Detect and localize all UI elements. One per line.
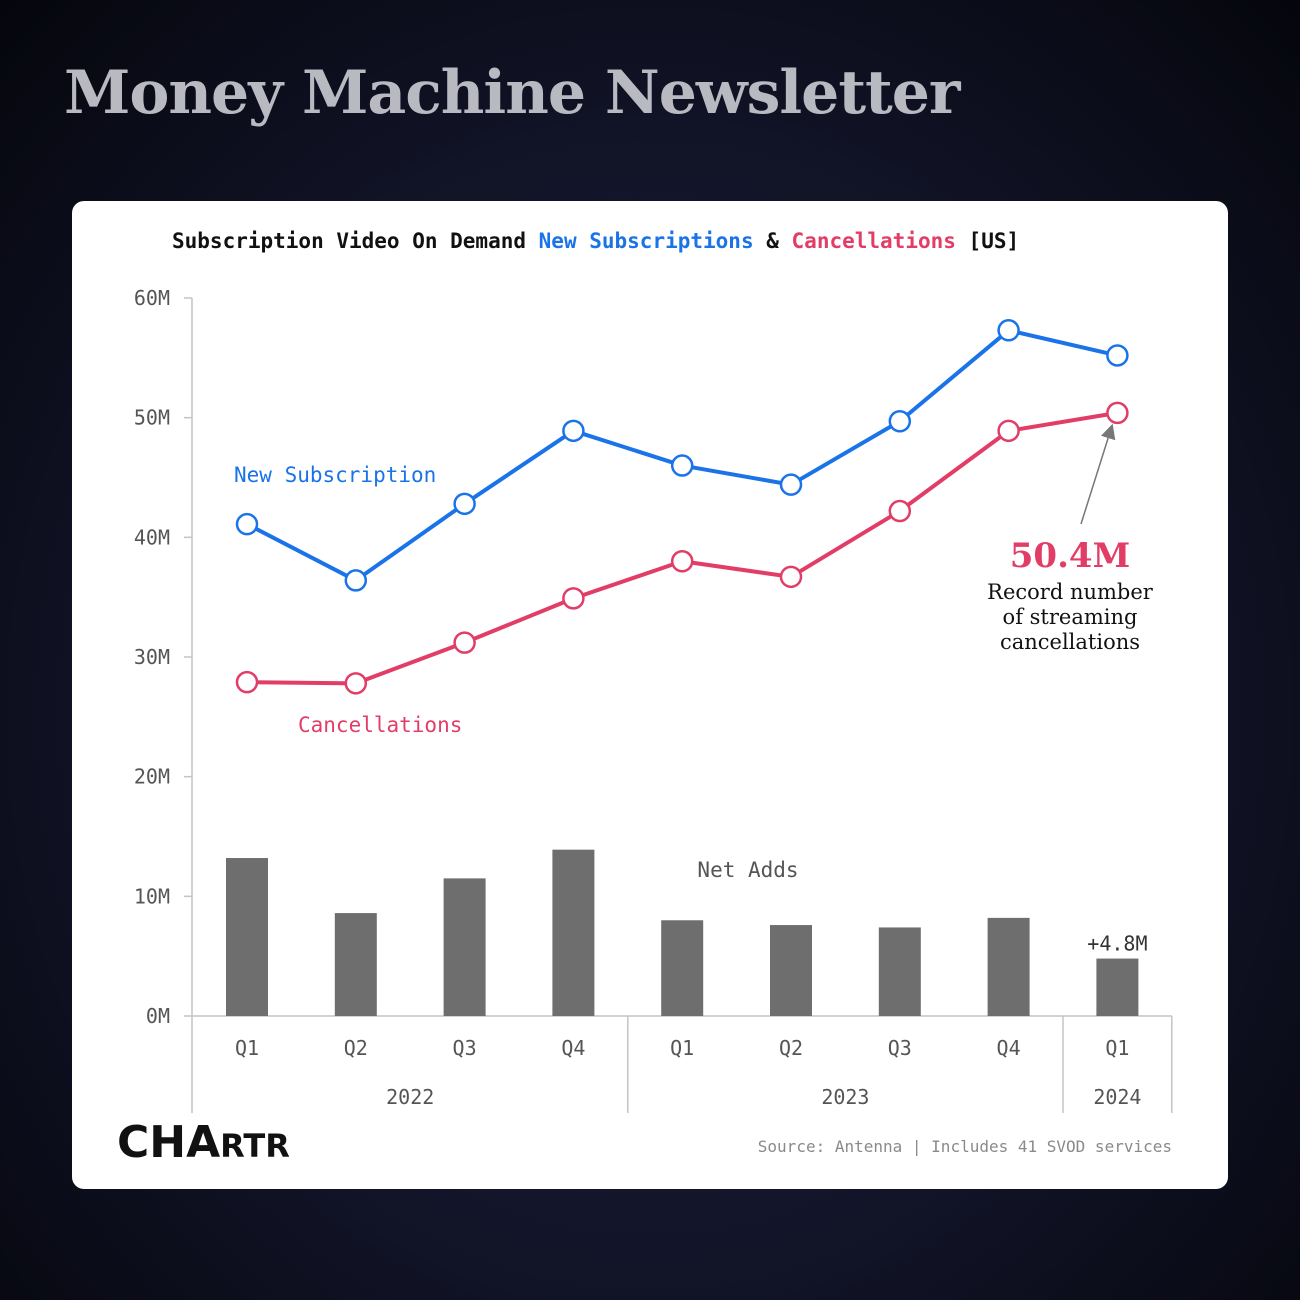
new-subscriptions-point [344,569,368,592]
net-adds-last-label: +4.8M [1087,932,1147,956]
net-adds-bars [226,849,1139,1016]
callout-text-line: cancellations [1000,630,1140,654]
x-tick-label: Q4 [561,1036,585,1060]
cancellations-point [235,670,259,694]
x-tick-label: Q3 [888,1036,912,1060]
x-tick-label: Q1 [670,1036,694,1060]
x-tick-label: Q2 [344,1036,368,1060]
chart-title: Subscription Video On Demand New Subscri… [172,229,1019,253]
x-tick-label: Q1 [235,1036,259,1060]
net-adds-bar [987,917,1030,1016]
callout-text-line: of streaming [1003,605,1138,629]
cancellations-point [779,565,803,589]
y-tick-label: 0M [146,1004,170,1028]
y-tick-label: 10M [134,884,170,908]
year-label: 2024 [1093,1085,1141,1109]
new-subscriptions-point [235,512,259,536]
net-adds-bar [878,927,921,1016]
net-adds-bar [770,925,812,1016]
y-tick-label: 60M [134,286,170,310]
net-adds-label: Net Adds [697,858,798,882]
chart-title-part-1: New Subscriptions [539,229,754,253]
y-tick-label: 40M [134,525,170,549]
cancellations-point [1106,401,1129,425]
new-subscriptions-point [779,473,803,496]
line-series [235,319,1129,695]
new-subscriptions-point [1106,344,1129,367]
new-subscriptions-point [670,454,694,477]
cancellations-point [453,631,476,654]
cancellations-line [246,410,1118,686]
cancellations-point [344,672,368,695]
svod-chart: Subscription Video On Demand New Subscri… [117,229,1173,1168]
cancellations-point [888,499,912,523]
callout-arrow [1080,423,1116,525]
net-adds-bar [443,878,486,1016]
chart-title-part-0: Subscription Video On Demand [172,229,539,253]
chartr-logo: CHARTR [117,1117,290,1168]
net-adds-bar [1096,958,1139,1016]
cancellations-point [670,550,694,573]
x-tick-label: Q2 [779,1036,803,1060]
chart-labels: Net Adds +4.8M New Subscription Cancellatio… [234,423,1154,956]
net-adds-bar [334,913,377,1016]
y-tick-label: 30M [134,645,170,669]
x-tick-label: Q1 [1105,1036,1129,1060]
net-adds-bar [661,920,704,1016]
net-adds-bar [226,858,268,1016]
new-subscriptions-point [453,492,476,516]
x-tick-label: Q4 [997,1036,1021,1060]
x-tick-label: Q3 [453,1036,477,1060]
cancellations-point [562,587,585,610]
new-subscriptions-point [888,410,912,433]
y-tick-label: 50M [134,406,170,430]
chart-title-part-4: [US] [956,229,1019,253]
chart-title-part-2: & [754,229,792,253]
page-heading: Money Machine Newsletter [64,58,961,128]
callout-text-line: Record number [987,580,1154,604]
cancellations-point [997,419,1020,443]
y-tick-label: 20M [134,765,170,789]
callout-value: 50.4M [1010,536,1130,576]
new-subscription-label: New Subscription [234,463,436,487]
year-label: 2023 [821,1085,869,1109]
chart-title-part-3: Cancellations [792,229,956,253]
net-adds-bar [552,849,595,1016]
cancellations-label: Cancellations [298,713,462,737]
year-label: 2022 [386,1085,434,1109]
new-subscriptions-point [562,419,585,443]
new-subscriptions-point [997,319,1020,342]
source-note: Source: Antenna | Includes 41 SVOD servi… [758,1137,1172,1156]
chart-card: Subscription Video On Demand New Subscri… [72,201,1228,1189]
